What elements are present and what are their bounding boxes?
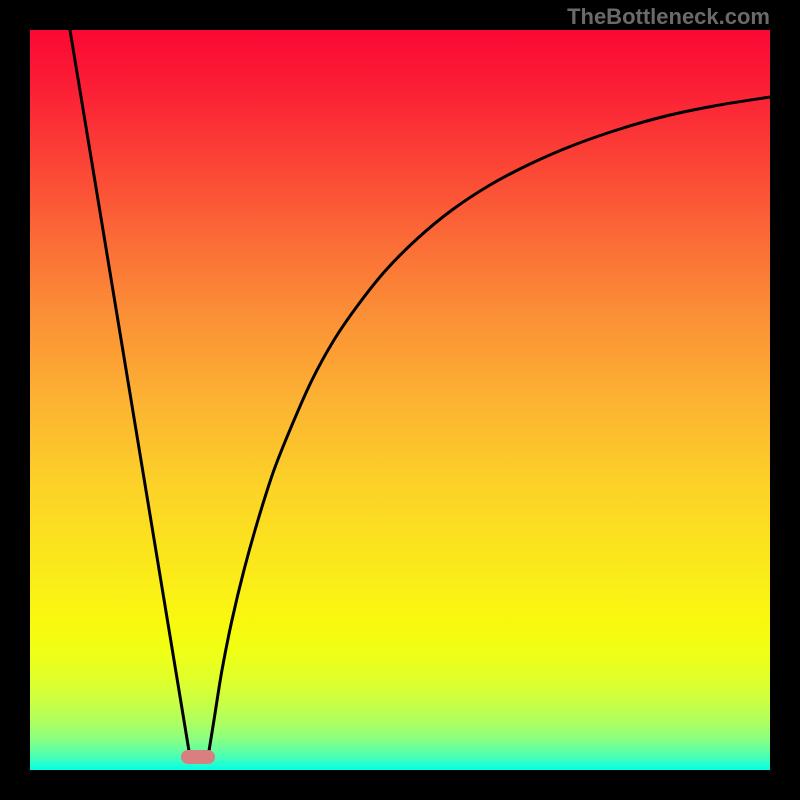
chart-container: TheBottleneck.com <box>0 0 800 800</box>
optimal-marker <box>181 750 215 764</box>
bottleneck-curve <box>30 30 770 770</box>
watermark-text: TheBottleneck.com <box>567 4 770 30</box>
